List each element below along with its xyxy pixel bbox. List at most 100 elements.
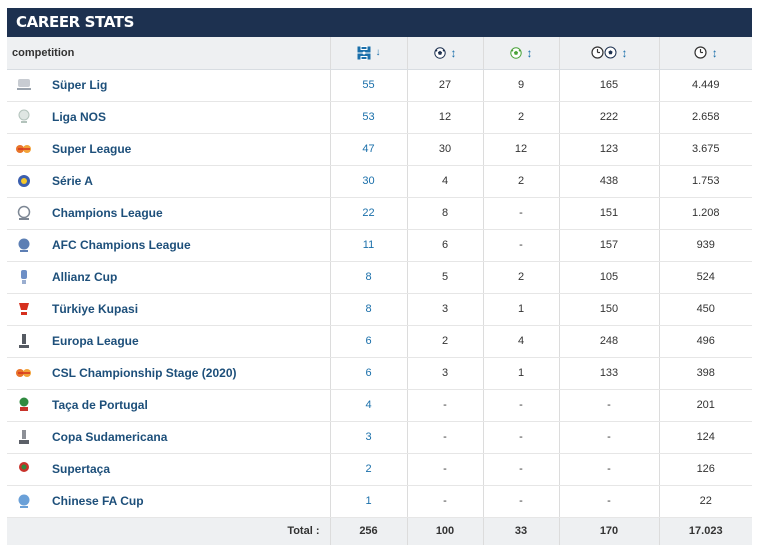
competition-cell: CSL Championship Stage (2020) <box>7 357 330 390</box>
goals-cell: 12 <box>406 101 483 134</box>
assists-cell: 2 <box>482 165 559 198</box>
minutes-per-goal-cell: - <box>558 485 659 518</box>
sort-toggle-icon[interactable]: ↕ <box>621 45 628 60</box>
appearances-cell[interactable]: 55 <box>329 69 407 102</box>
appearances-link[interactable]: 3 <box>365 431 372 443</box>
appearances-link[interactable]: 8 <box>365 303 372 315</box>
chinese-fa-cup-logo[interactable] <box>13 491 35 511</box>
competition-link[interactable]: Série A <box>52 174 93 188</box>
competition-link[interactable]: Champions League <box>52 206 163 220</box>
assists-cell: - <box>482 453 559 486</box>
appearances-cell[interactable]: 8 <box>329 261 407 294</box>
table-row: CSL Championship Stage (2020) 6 3 1 133 398 <box>7 357 752 390</box>
total-minutes: 17.023 <box>658 517 752 545</box>
competition-link[interactable]: Super League <box>52 142 132 156</box>
appearances-cell[interactable]: 6 <box>329 357 407 390</box>
appearances-link[interactable]: 8 <box>365 271 372 283</box>
assists-header[interactable]: ↕ <box>482 37 559 70</box>
competition-cell: Copa Sudamericana <box>7 421 330 454</box>
minutes-played-header[interactable]: ↕ <box>658 37 752 70</box>
appearances-link[interactable]: 1 <box>365 495 372 507</box>
minutes-per-goal-cell: 151 <box>558 197 659 230</box>
competition-cell: Champions League <box>7 197 330 230</box>
appearances-header[interactable]: ↓ <box>329 37 407 70</box>
afc-champions-league-logo[interactable] <box>13 235 35 255</box>
copa-sudamericana-logo[interactable] <box>13 427 35 447</box>
competition-cell: Europa League <box>7 325 330 358</box>
appearances-link[interactable]: 6 <box>365 367 372 379</box>
turkiye-kupasi-logo[interactable] <box>13 299 35 319</box>
appearances-cell[interactable]: 22 <box>329 197 407 230</box>
goals-cell: 8 <box>406 197 483 230</box>
sort-toggle-icon[interactable]: ↕ <box>711 45 718 60</box>
goals-header[interactable]: ↕ <box>406 37 483 70</box>
appearances-link[interactable]: 22 <box>362 207 375 219</box>
minutes-per-goal-cell: 150 <box>558 293 659 326</box>
table-row: Supertaça 2- - -126 <box>7 453 752 486</box>
minutes-cell: 1.753 <box>658 165 752 198</box>
minutes-per-goal-cell: 222 <box>558 101 659 134</box>
supertaca-logo[interactable] <box>13 459 35 479</box>
table-row: Champions League 22 8-151 1.208 <box>7 197 752 230</box>
allianz-cup-logo[interactable] <box>13 267 35 287</box>
table-row: Süper Lig 55 27 9 165 4.449 <box>7 69 752 102</box>
total-label: Total : <box>287 525 320 538</box>
appearances-link[interactable]: 2 <box>365 463 372 475</box>
competition-cell: Série A <box>7 165 330 198</box>
total-goals: 100 <box>406 517 483 545</box>
super-league-logo[interactable] <box>13 139 35 159</box>
competition-link[interactable]: Supertaça <box>52 462 111 476</box>
assists-cell: 1 <box>482 293 559 326</box>
assists-cell: - <box>482 421 559 454</box>
competition-cell: Super League <box>7 133 330 166</box>
table-row: AFC Champions League 11 6-157 939 <box>7 229 752 262</box>
appearances-link[interactable]: 55 <box>362 79 375 91</box>
sort-desc-icon[interactable]: ↓ <box>375 47 381 59</box>
sort-toggle-icon[interactable]: ↕ <box>526 45 533 60</box>
competition-link[interactable]: Chinese FA Cup <box>52 494 144 508</box>
liga-nos-logo[interactable] <box>13 107 35 127</box>
competition-link[interactable]: Türkiye Kupasi <box>52 302 139 316</box>
appearances-cell[interactable]: 4 <box>329 389 407 422</box>
competition-link[interactable]: Copa Sudamericana <box>52 430 168 444</box>
appearances-cell[interactable]: 3 <box>329 421 407 454</box>
competition-link[interactable]: Liga NOS <box>52 110 107 124</box>
taca-de-portugal-logo[interactable] <box>13 395 35 415</box>
sort-toggle-icon[interactable]: ↕ <box>450 45 457 60</box>
appearances-link[interactable]: 4 <box>365 399 372 411</box>
minutes-per-goal-header[interactable]: ↕ <box>558 37 659 70</box>
super-lig-logo[interactable] <box>13 75 35 95</box>
serie-a-logo[interactable] <box>13 171 35 191</box>
minutes-cell: 524 <box>658 261 752 294</box>
appearances-link[interactable]: 53 <box>362 111 375 123</box>
career-stats-title: CAREER STATS <box>7 8 752 37</box>
competition-link[interactable]: Allianz Cup <box>52 270 118 284</box>
minutes-cell: 22 <box>658 485 752 518</box>
competition-link[interactable]: CSL Championship Stage (2020) <box>52 366 237 380</box>
appearances-cell[interactable]: 8 <box>329 293 407 326</box>
competition-link[interactable]: Europa League <box>52 334 139 348</box>
appearances-link[interactable]: 11 <box>362 239 375 251</box>
competition-cell: Taça de Portugal <box>7 389 330 422</box>
assists-icon <box>509 47 522 59</box>
appearances-cell[interactable]: 1 <box>329 485 407 518</box>
minutes-per-goal-cell: 438 <box>558 165 659 198</box>
appearances-link[interactable]: 47 <box>362 143 375 155</box>
appearances-cell[interactable]: 30 <box>329 165 407 198</box>
champions-league-logo[interactable] <box>13 203 35 223</box>
minutes-per-goal-cell: 157 <box>558 229 659 262</box>
competition-link[interactable]: AFC Champions League <box>52 238 191 252</box>
csl-championship-logo[interactable] <box>13 363 35 383</box>
competition-link[interactable]: Taça de Portugal <box>52 398 148 412</box>
appearances-link[interactable]: 6 <box>365 335 372 347</box>
appearances-cell[interactable]: 11 <box>329 229 407 262</box>
appearances-cell[interactable]: 2 <box>329 453 407 486</box>
appearances-cell[interactable]: 47 <box>329 133 407 166</box>
appearances-link[interactable]: 30 <box>362 175 375 187</box>
competition-link[interactable]: Süper Lig <box>52 78 108 92</box>
appearances-cell[interactable]: 53 <box>329 101 407 134</box>
goals-cell: - <box>406 453 483 486</box>
appearances-cell[interactable]: 6 <box>329 325 407 358</box>
europa-league-logo[interactable] <box>13 331 35 351</box>
minutes-cell: 124 <box>658 421 752 454</box>
